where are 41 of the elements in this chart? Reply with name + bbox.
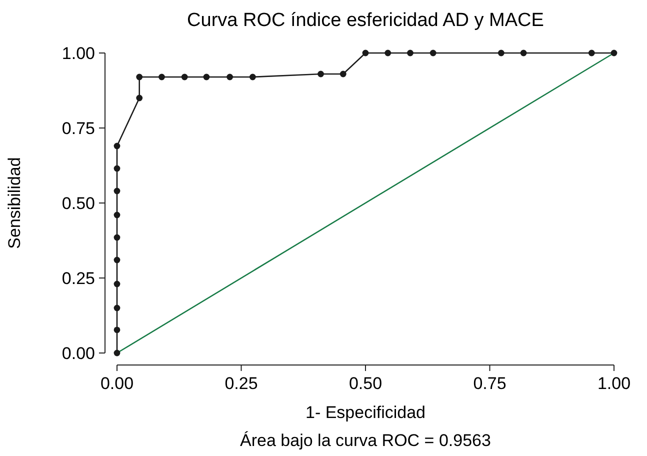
point (610, 50, 618, 56)
point (158, 74, 165, 80)
point (318, 70, 324, 78)
x-tick-label: 0.00 (100, 374, 134, 393)
y-tick-label: 0.00 (62, 344, 95, 363)
y-tick-label: 0.50 (62, 194, 95, 213)
point (226, 74, 234, 80)
point (588, 50, 595, 56)
point (114, 188, 120, 194)
point (384, 50, 392, 56)
text: Área bajo la curva ROC = 0.9563 (240, 431, 491, 450)
point (362, 50, 369, 56)
y-tick-label: 0.25 (62, 268, 95, 288)
point (114, 212, 120, 218)
x-tick-label: 0.75 (473, 374, 506, 393)
point (520, 50, 527, 56)
x-tick-label: 1.00 (597, 374, 631, 393)
x-tick-label: 0.25 (224, 374, 258, 393)
point (114, 304, 120, 312)
chart-title: Curva ROC índice esfericidad AD y MACE (187, 10, 544, 31)
point (407, 50, 414, 56)
point (498, 50, 504, 56)
point (114, 234, 120, 241)
y-tick-label: 1.00 (62, 44, 95, 63)
point (203, 74, 210, 80)
point (340, 70, 346, 78)
x-tick-label: 0.50 (348, 374, 382, 393)
point (114, 280, 120, 288)
y-axis-title: Sensibilidad (5, 157, 24, 249)
point (181, 74, 188, 80)
x-axis-title: 1- Especificidad (305, 403, 426, 422)
point (430, 50, 436, 56)
point (249, 74, 256, 80)
y-tick-label: 0.75 (62, 118, 95, 138)
point (114, 256, 120, 264)
point (136, 94, 143, 102)
point (114, 326, 120, 334)
point (136, 74, 143, 80)
point (114, 165, 120, 172)
point (114, 350, 120, 356)
point (114, 142, 120, 150)
